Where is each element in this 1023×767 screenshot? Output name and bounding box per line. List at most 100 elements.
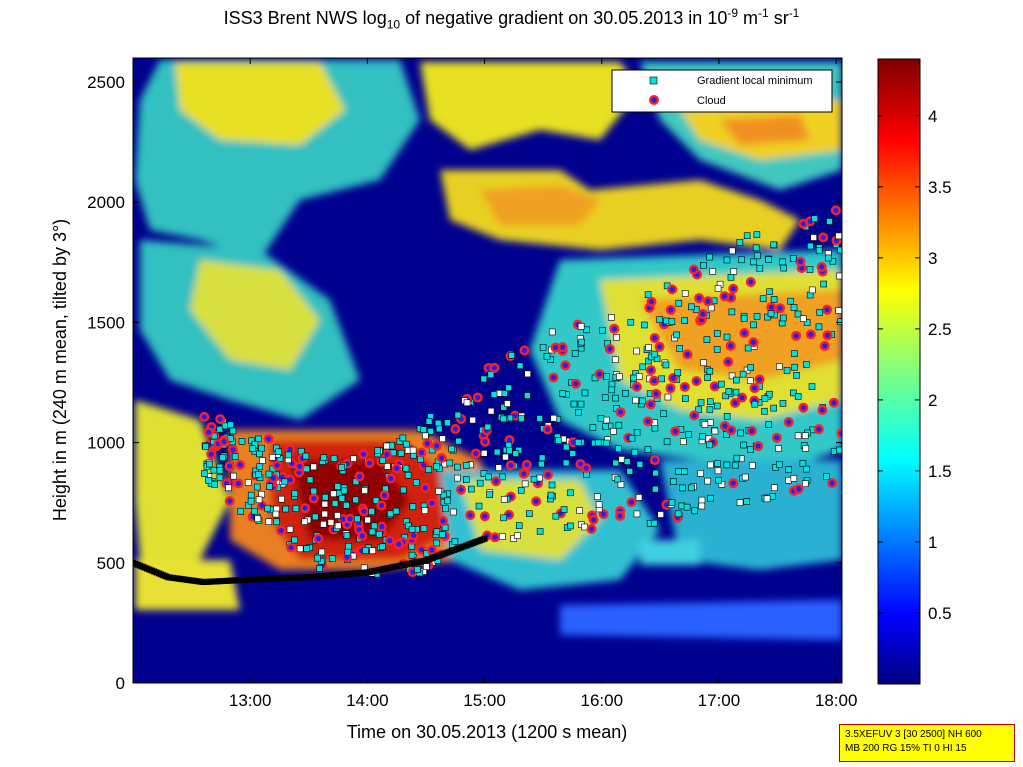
gradient-minimum-marker — [636, 461, 644, 468]
gradient-minimum-marker-white — [255, 496, 263, 504]
gradient-minimum-marker-white — [701, 421, 709, 428]
gradient-minimum-marker — [703, 336, 711, 343]
gradient-minimum-marker — [675, 299, 683, 307]
cloud-marker-inner — [590, 517, 597, 523]
gradient-minimum-marker-white — [502, 453, 509, 461]
gradient-minimum-marker-white — [612, 356, 619, 363]
y-axis-label: Height in m (240 m mean, tilted by 3°) — [50, 219, 70, 521]
gradient-minimum-marker-white — [577, 323, 585, 330]
cloud-marker-inner — [394, 465, 400, 471]
cloud-marker-inner — [467, 512, 473, 518]
cloud-marker-inner — [822, 343, 828, 349]
gradient-minimum-marker — [723, 461, 731, 469]
y-tick-label: 1000 — [87, 434, 125, 453]
gradient-minimum-marker — [282, 505, 290, 513]
gradient-minimum-marker — [652, 485, 659, 493]
gradient-minimum-marker-white — [364, 516, 371, 524]
gradient-minimum-marker — [816, 309, 824, 316]
gradient-minimum-marker — [699, 433, 706, 440]
gradient-minimum-marker — [475, 502, 483, 510]
cloud-marker-inner — [838, 430, 842, 436]
gradient-minimum-marker — [623, 458, 631, 465]
cloud-marker-inner — [475, 394, 481, 401]
gradient-minimum-marker — [660, 410, 667, 418]
gradient-minimum-marker-white — [524, 370, 531, 378]
gradient-minimum-marker — [548, 481, 556, 489]
cloud-marker-inner — [750, 339, 756, 345]
gradient-minimum-marker — [435, 425, 443, 433]
gradient-minimum-marker — [736, 238, 744, 246]
cloud-marker-inner — [482, 513, 488, 519]
cloud-marker-inner — [452, 426, 458, 432]
gradient-minimum-marker — [608, 386, 616, 394]
gradient-minimum-marker — [697, 399, 705, 406]
gradient-minimum-marker — [790, 304, 798, 311]
gradient-minimum-marker — [547, 491, 555, 499]
gradient-minimum-marker — [728, 308, 736, 316]
x-axis-label: Time on 30.05.2013 (1200 s mean) — [347, 722, 628, 742]
gradient-minimum-marker-white — [330, 490, 337, 498]
gradient-minimum-marker — [599, 327, 606, 334]
gradient-minimum-marker — [737, 429, 744, 437]
gradient-minimum-marker — [779, 314, 787, 322]
gradient-minimum-marker — [454, 463, 461, 471]
gradient-minimum-marker — [668, 499, 676, 506]
cloud-marker-inner — [786, 419, 792, 425]
cloud-marker-inner — [384, 451, 390, 457]
gradient-minimum-marker — [402, 464, 410, 472]
gradient-minimum-marker-white — [593, 493, 601, 501]
gradient-minimum-marker-white — [369, 547, 376, 554]
cloud-marker-inner — [562, 362, 568, 369]
gradient-minimum-marker-white — [321, 500, 329, 508]
gradient-minimum-marker — [567, 489, 574, 497]
boundary-line — [133, 535, 488, 586]
y-tick-label: 500 — [97, 554, 125, 573]
gradient-minimum-marker — [444, 419, 451, 427]
cloud-marker-inner — [533, 498, 539, 504]
gradient-minimum-marker-white — [801, 432, 809, 439]
gradient-minimum-marker — [603, 439, 610, 447]
legend-marker-cloud-inner — [651, 97, 657, 103]
gradient-minimum-marker — [707, 494, 714, 502]
gradient-minimum-marker — [688, 484, 695, 492]
cloud-marker-inner — [259, 502, 265, 509]
gradient-minimum-marker-white — [383, 442, 390, 450]
gradient-minimum-marker-white — [709, 268, 717, 275]
cloud-marker-inner — [559, 344, 566, 350]
cloud-marker-inner — [607, 346, 613, 352]
gradient-minimum-marker — [674, 369, 682, 377]
gradient-minimum-marker — [725, 388, 733, 395]
gradient-minimum-marker-white — [802, 445, 810, 452]
gradient-minimum-marker — [571, 350, 579, 357]
gradient-minimum-marker — [343, 501, 350, 509]
cloud-marker-inner — [728, 343, 734, 349]
gradient-minimum-marker — [543, 353, 551, 360]
cloud-marker-inner — [208, 451, 214, 457]
gradient-minimum-marker — [767, 310, 775, 317]
gradient-minimum-marker-white — [714, 285, 722, 292]
gradient-minimum-marker-white — [698, 502, 706, 510]
gradient-minimum-marker — [345, 543, 352, 550]
gradient-minimum-marker — [562, 443, 570, 451]
cloud-marker-inner — [356, 473, 363, 480]
cloud-marker-inner — [378, 502, 385, 509]
gradient-minimum-marker — [506, 447, 513, 454]
gradient-minimum-marker — [433, 528, 441, 536]
gradient-minimum-marker — [448, 445, 455, 453]
gradient-minimum-marker — [811, 215, 818, 223]
gradient-minimum-marker-white — [697, 470, 704, 477]
gradient-minimum-marker-white — [409, 446, 417, 454]
gradient-minimum-marker-white — [320, 520, 327, 528]
gradient-minimum-marker-white — [736, 499, 744, 506]
gradient-minimum-marker-white — [334, 522, 342, 530]
colorbar: 0.5 1 1.5 2 2.5 3 3.5 4 — [877, 58, 952, 685]
gradient-minimum-marker-white — [421, 507, 429, 514]
gradient-minimum-marker — [581, 389, 589, 397]
gradient-minimum-marker-white — [495, 464, 503, 471]
gradient-minimum-marker — [427, 428, 434, 435]
gradient-minimum-marker — [402, 440, 410, 448]
gradient-minimum-marker — [368, 528, 376, 536]
gradient-minimum-marker — [674, 510, 682, 518]
gradient-minimum-marker — [574, 439, 582, 446]
